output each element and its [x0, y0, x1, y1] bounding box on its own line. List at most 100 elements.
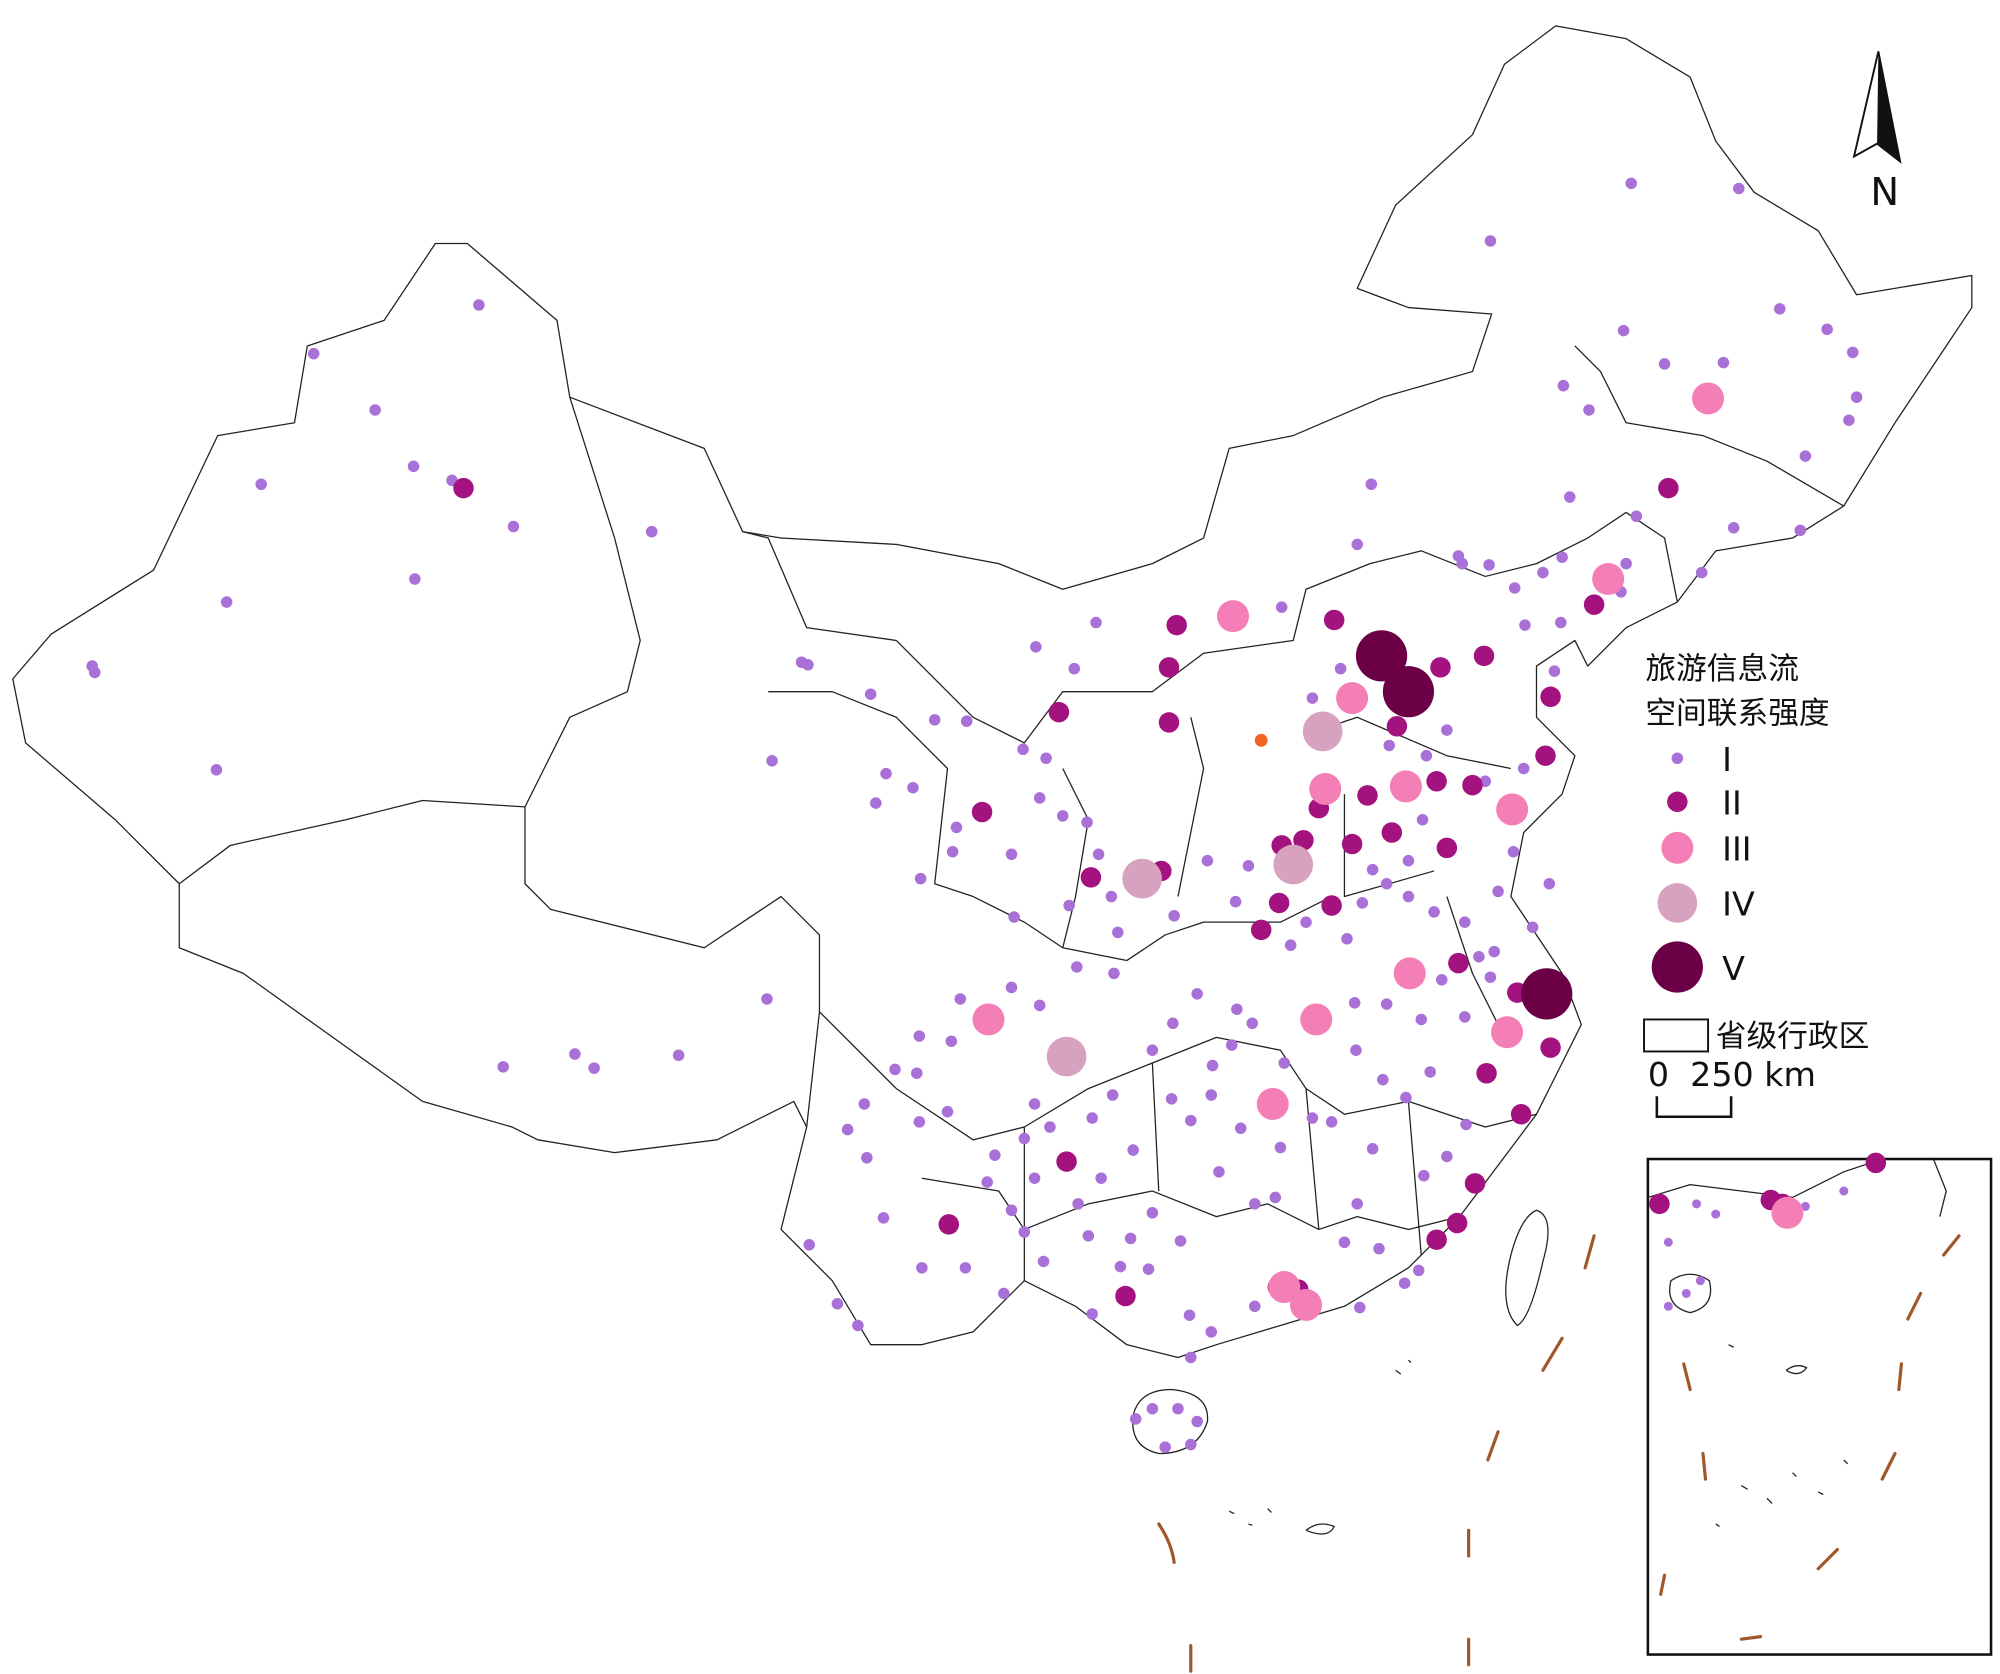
city-dot: [1519, 619, 1531, 631]
marker: [1254, 733, 1268, 747]
city-dot: [971, 801, 993, 823]
city-dot: [1460, 1118, 1472, 1131]
city-dot: [1242, 860, 1255, 872]
city-dot: [1044, 1121, 1056, 1133]
city-dot: [1557, 379, 1570, 392]
city-dot: [1106, 1089, 1119, 1101]
city-dot: [877, 1212, 890, 1224]
city-dot: [1159, 1441, 1171, 1453]
city-dot: [946, 845, 959, 858]
city-dot: [1284, 939, 1297, 951]
city-dot: [1366, 1143, 1379, 1155]
city-dot: [1334, 662, 1347, 675]
city-dot: [1018, 1226, 1031, 1238]
city-dot: [1122, 858, 1162, 899]
city-dot: [989, 1149, 1001, 1161]
city-dot: [1172, 1402, 1184, 1415]
city-dot: [1537, 566, 1549, 579]
legend-label: III: [1722, 830, 1751, 869]
city-dot: [1018, 1132, 1031, 1145]
city-dot: [1325, 1116, 1338, 1128]
city-dot: [1464, 1173, 1486, 1194]
city-dot: [1008, 911, 1020, 923]
city-dot: [1063, 899, 1075, 912]
city-dot: [1225, 1039, 1238, 1051]
city-dot: [880, 767, 892, 780]
islands: [1228, 1359, 1412, 1535]
city-dot: [1658, 477, 1679, 499]
city-dot: [1068, 662, 1081, 675]
city-dot: [1205, 1089, 1218, 1101]
city-dot: [1548, 665, 1561, 677]
city-dot: [998, 1287, 1010, 1300]
city-dot: [1373, 1242, 1385, 1255]
city-dot: [1167, 1017, 1179, 1030]
city-dot: [1415, 1013, 1428, 1026]
city-dot: [1146, 1044, 1159, 1056]
city-dot: [1028, 1172, 1041, 1184]
city-dot: [1017, 743, 1029, 756]
city-dot: [1095, 1172, 1107, 1184]
city-dot: [497, 1061, 509, 1073]
city-dot: [1663, 1301, 1673, 1311]
city-dot: [1402, 890, 1415, 903]
city-dot: [1400, 1091, 1412, 1104]
city-dot: [1268, 892, 1290, 914]
city-dot: [1695, 566, 1708, 579]
city-dot: [220, 596, 233, 608]
city-dot: [1290, 1288, 1323, 1321]
city-dot: [954, 993, 967, 1005]
city-dot: [1473, 950, 1485, 963]
city-dot: [1488, 945, 1500, 958]
city-dot: [928, 714, 941, 726]
legend-symbol: [1667, 791, 1688, 813]
city-dot: [1564, 491, 1576, 503]
city-dot: [1086, 1308, 1098, 1320]
city-dot: [1448, 952, 1469, 974]
city-dot: [1338, 1236, 1351, 1249]
city-dot: [1850, 391, 1863, 403]
city-dot: [1351, 1198, 1363, 1210]
city-dot: [1300, 916, 1312, 928]
city-dot: [409, 573, 421, 585]
city-dot: [1649, 1193, 1670, 1215]
city-dot: [1112, 926, 1124, 939]
city-dot: [1416, 813, 1429, 826]
city-dot: [1124, 1232, 1137, 1245]
city-dot: [831, 1297, 844, 1310]
city-dot: [1355, 630, 1408, 682]
city-dot: [1030, 641, 1042, 653]
nine-dash-line: [1157, 1234, 1596, 1673]
city-dot: [1420, 749, 1433, 762]
city-dot: [1321, 895, 1342, 916]
city-dot: [1278, 1057, 1291, 1069]
city-dot: [1158, 657, 1180, 678]
country-outline: [12, 25, 1973, 1359]
city-dot: [1040, 752, 1052, 765]
city-dot: [1357, 785, 1378, 806]
city-dot: [1452, 550, 1465, 562]
city-dot: [1510, 1103, 1532, 1125]
city-dot: [1114, 1260, 1127, 1273]
city-dot: [1191, 988, 1203, 1000]
city-dot: [938, 1214, 960, 1235]
city-dot: [889, 1063, 901, 1076]
city-dot: [1692, 382, 1725, 415]
city-dot: [981, 1176, 993, 1188]
city-dot: [1268, 1271, 1301, 1304]
city-dot: [1692, 1199, 1702, 1209]
city-dot: [1351, 538, 1363, 551]
city-dot: [1774, 303, 1786, 315]
city-dot: [1201, 854, 1214, 867]
city-dot: [1174, 1235, 1187, 1247]
city-dot: [307, 347, 320, 360]
city-dot: [1206, 1059, 1219, 1072]
legend-label: I: [1722, 740, 1732, 779]
city-dot: [1300, 1003, 1333, 1036]
city-dot: [1526, 921, 1539, 934]
north-label: N: [1870, 170, 1899, 215]
city-dot: [1540, 686, 1561, 708]
city-dot: [1217, 600, 1250, 633]
city-dot: [1191, 1415, 1203, 1428]
